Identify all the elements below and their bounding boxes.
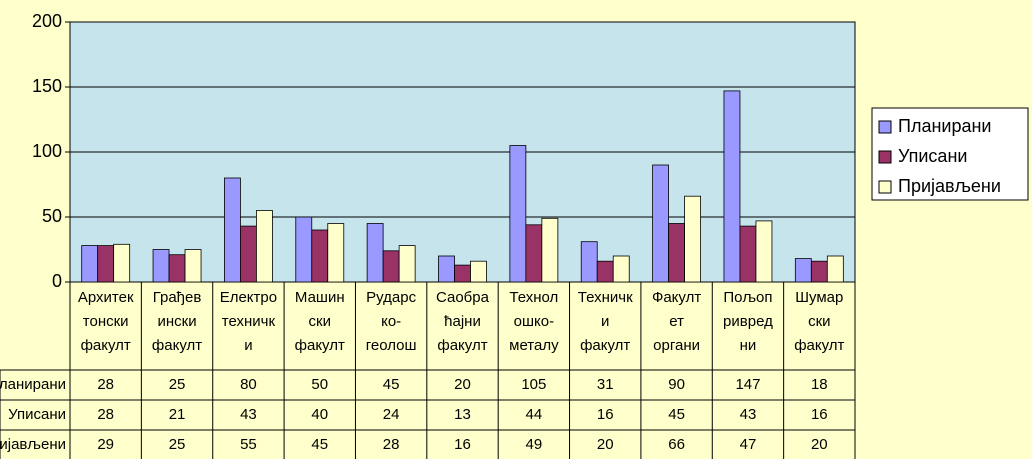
table-value: 66 — [668, 436, 685, 453]
table-value: 49 — [526, 436, 543, 453]
bar — [509, 145, 527, 283]
x-tick-label: Шумар ски факулт — [794, 289, 845, 354]
y-tick-label: 200 — [32, 11, 62, 31]
bar — [398, 245, 416, 283]
bar — [652, 164, 669, 283]
y-tick-label: 150 — [32, 76, 62, 96]
table-value: 45 — [311, 436, 328, 453]
bar — [295, 216, 313, 283]
bar — [454, 264, 471, 283]
table-row-header: Планирани — [0, 376, 66, 393]
x-tick-label: Архитек тонски факулт — [77, 289, 134, 354]
table-value: 50 — [311, 376, 328, 393]
bar — [438, 255, 455, 283]
y-tick-label: 100 — [32, 141, 62, 161]
table-row-header: Пријављени — [0, 436, 66, 453]
bar — [366, 223, 384, 283]
table-value: 28 — [97, 376, 114, 393]
legend-swatch — [878, 180, 892, 194]
table-value: 28 — [97, 406, 114, 423]
table-value: 24 — [383, 406, 400, 423]
bar — [739, 225, 757, 283]
table-value: 20 — [454, 376, 471, 393]
bar — [525, 224, 543, 283]
bar — [541, 217, 559, 283]
table-row-header: Уписани — [8, 406, 66, 423]
bar — [184, 249, 202, 283]
bar — [596, 260, 614, 283]
table-value: 43 — [740, 406, 757, 423]
table-value: 13 — [454, 406, 471, 423]
table-value: 16 — [597, 406, 614, 423]
bar — [311, 229, 329, 283]
legend-label: Пријављени — [898, 176, 1001, 196]
legend-label: Уписани — [898, 146, 967, 166]
bar — [684, 195, 701, 283]
table-value: 80 — [240, 376, 257, 393]
x-tick-label: Електро техничк и — [219, 289, 278, 354]
table-value: 44 — [526, 406, 543, 423]
bar — [794, 258, 812, 283]
table-value: 16 — [454, 436, 471, 453]
bar — [327, 223, 345, 283]
bar — [168, 254, 186, 283]
table-value: 25 — [169, 376, 186, 393]
table-value: 28 — [383, 436, 400, 453]
table-value: 31 — [597, 376, 614, 393]
table-value: 45 — [668, 406, 685, 423]
y-tick-label: 0 — [52, 271, 62, 291]
bar — [826, 255, 844, 283]
table-value: 21 — [169, 406, 186, 423]
table-value: 20 — [597, 436, 614, 453]
table-value: 29 — [97, 436, 114, 453]
bar — [382, 250, 400, 283]
bar — [256, 210, 273, 283]
table-value: 43 — [240, 406, 257, 423]
x-tick-label: Технол ошко- металу — [509, 289, 559, 354]
legend-label: Планирани — [898, 116, 991, 136]
table-value: 90 — [668, 376, 685, 393]
bar — [224, 177, 241, 283]
legend-swatch — [878, 120, 892, 134]
table-value: 16 — [811, 406, 828, 423]
bar — [723, 90, 741, 283]
x-tick-label: Грађев ински факулт — [151, 289, 203, 354]
bar — [240, 225, 257, 283]
legend — [871, 107, 1029, 201]
table-value: 105 — [521, 376, 546, 393]
x-tick-label: Пољоп ривред ни — [723, 289, 773, 354]
bar — [612, 255, 630, 283]
bar — [810, 260, 828, 283]
table-value: 20 — [811, 436, 828, 453]
table-value: 45 — [383, 376, 400, 393]
table-value: 147 — [735, 376, 760, 393]
bar — [81, 245, 99, 283]
bar — [755, 220, 773, 283]
table-value: 55 — [240, 436, 257, 453]
x-tick-label: Факулт ет органи — [651, 289, 702, 354]
y-tick-label: 50 — [42, 206, 62, 226]
table-value: 47 — [740, 436, 757, 453]
bar — [113, 243, 131, 283]
bar — [668, 223, 685, 283]
x-tick-label: Саобра ћајни факулт — [436, 289, 489, 354]
bar — [470, 260, 487, 283]
table-value: 25 — [169, 436, 186, 453]
bar — [152, 249, 170, 283]
bar — [97, 245, 115, 283]
x-tick-label: Рударс ко- геолош — [365, 289, 417, 354]
table-value: 40 — [311, 406, 328, 423]
table-value: 18 — [811, 376, 828, 393]
legend-swatch — [878, 150, 892, 164]
x-tick-label: Техничк и факулт — [577, 289, 633, 354]
x-tick-label: Машин ски факулт — [294, 289, 345, 354]
bar — [580, 241, 598, 283]
